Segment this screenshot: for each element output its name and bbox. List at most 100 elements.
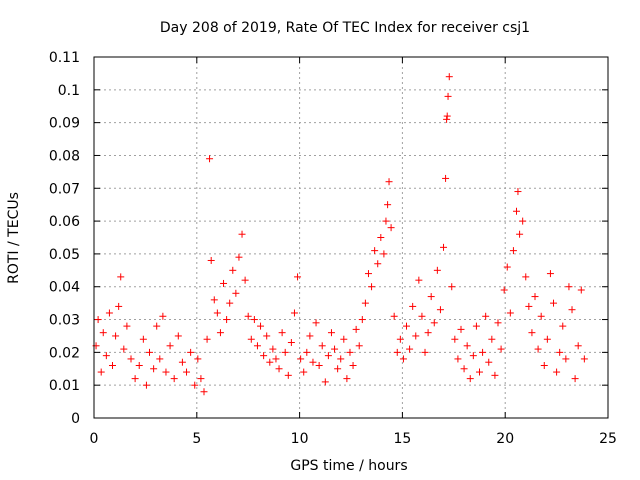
data-points — [92, 73, 588, 396]
data-point — [312, 319, 320, 327]
data-point — [443, 112, 451, 120]
data-point — [445, 73, 453, 81]
data-point — [403, 322, 411, 330]
data-point — [153, 322, 161, 330]
data-point — [253, 342, 261, 350]
y-axis-label: ROTI / TECUs — [6, 192, 22, 284]
data-point — [247, 335, 255, 343]
data-point — [117, 273, 125, 281]
y-tick-label: 0.01 — [49, 378, 80, 394]
data-point — [159, 312, 167, 320]
data-point — [327, 329, 335, 337]
y-tick-label: 0.09 — [49, 116, 80, 132]
data-point — [514, 188, 522, 196]
x-tick-label: 5 — [192, 431, 201, 447]
data-point — [318, 342, 326, 350]
data-point — [448, 283, 456, 291]
data-point — [396, 335, 404, 343]
data-point — [513, 207, 521, 215]
data-point — [284, 371, 292, 379]
x-tick-label: 10 — [291, 431, 309, 447]
data-point — [278, 329, 286, 337]
axis-ticks — [93, 56, 609, 419]
data-point — [210, 296, 218, 304]
data-point — [216, 329, 224, 337]
data-point — [509, 247, 517, 255]
data-point — [321, 378, 329, 386]
y-tick-label: 0.03 — [49, 313, 80, 329]
data-point — [516, 230, 524, 238]
data-point — [393, 348, 401, 356]
data-point — [580, 355, 588, 363]
data-point — [142, 381, 150, 389]
data-point — [324, 352, 332, 360]
tick-labels: 0 5 10 15 20 25 0 0.01 0.02 0.03 0.04 0.05 0.06 0.07 0… — [49, 50, 617, 447]
data-point — [409, 302, 417, 310]
data-point — [257, 322, 265, 330]
data-point — [250, 316, 258, 324]
data-point — [340, 335, 348, 343]
y-tick-label: 0.08 — [49, 148, 80, 164]
data-point — [263, 332, 271, 340]
data-point — [207, 256, 215, 264]
data-point — [94, 316, 102, 324]
data-point — [500, 286, 508, 294]
data-point — [352, 325, 360, 333]
data-point — [102, 352, 110, 360]
data-point — [540, 361, 548, 369]
data-point — [290, 309, 298, 317]
y-tick-label: 0.07 — [49, 181, 80, 197]
data-point — [183, 368, 191, 376]
data-point — [115, 302, 123, 310]
data-point — [506, 309, 514, 317]
data-point — [491, 371, 499, 379]
data-point — [390, 312, 398, 320]
data-point — [131, 375, 139, 383]
data-point — [543, 335, 551, 343]
data-point — [174, 332, 182, 340]
data-point — [139, 335, 147, 343]
data-point — [364, 270, 372, 278]
data-point — [371, 247, 379, 255]
y-tick-label: 0.11 — [49, 50, 80, 66]
data-point — [479, 348, 487, 356]
data-point — [384, 201, 392, 209]
data-point — [244, 312, 252, 320]
data-point — [571, 375, 579, 383]
data-point — [412, 332, 420, 340]
data-point — [229, 266, 237, 274]
data-point — [476, 368, 483, 376]
plot-frame — [93, 56, 609, 419]
data-point — [120, 345, 128, 353]
data-point — [238, 230, 246, 238]
data-point — [368, 283, 376, 291]
data-point — [577, 286, 585, 294]
data-point — [444, 92, 452, 100]
data-point — [553, 368, 561, 376]
y-tick-label: 0.05 — [49, 247, 80, 263]
data-point — [430, 319, 438, 327]
data-point — [287, 339, 295, 347]
data-point — [418, 312, 426, 320]
data-point — [303, 348, 311, 356]
data-point — [559, 322, 567, 330]
data-point — [123, 322, 131, 330]
data-point — [406, 345, 414, 353]
data-point — [178, 358, 186, 366]
data-point — [187, 348, 195, 356]
data-point — [112, 332, 120, 340]
data-point — [546, 270, 554, 278]
data-point — [427, 293, 435, 301]
data-point — [150, 365, 158, 373]
chart-title: Day 208 of 2019, Rate Of TEC Index for r… — [160, 20, 530, 36]
x-axis-label: GPS time / hours — [290, 458, 407, 474]
data-point — [99, 329, 107, 337]
y-tick-label: 0.1 — [58, 83, 80, 99]
data-point — [361, 299, 369, 307]
data-point — [472, 322, 480, 330]
x-tick-label: 20 — [496, 431, 514, 447]
data-point — [241, 276, 249, 284]
data-point — [109, 361, 117, 369]
data-point — [275, 365, 283, 373]
